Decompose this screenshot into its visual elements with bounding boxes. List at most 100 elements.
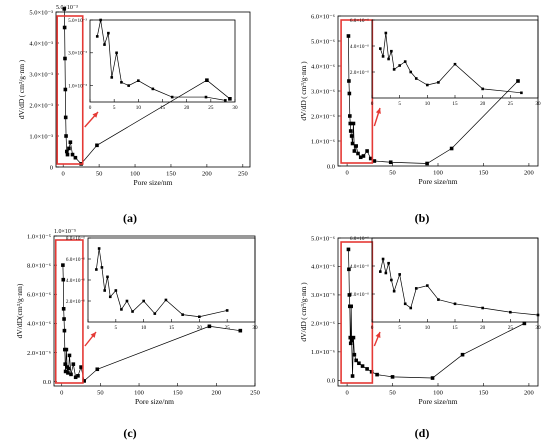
chart-panel-c: 0 50 100 150 200 2500.02.0×10⁻⁶4.0×10⁻⁶6.0×10… [15,229,260,440]
main-data-point [349,304,353,309]
main-xtick-label: 200 [211,390,221,397]
main-data-point [354,358,358,363]
inset-data-point [398,273,401,276]
inset-xtick-label: 20 [184,105,190,111]
main-data-point [346,247,351,252]
y-axis-title: dV/dD ( cm³/g·nm ) [17,59,26,119]
inset-frame [87,237,256,323]
inset-panel: 0 5 10 15 20 25 30 2.0×10⁻⁶ 4.0×10⁻⁶ 6.0×10⁻⁶ [350,18,541,107]
inset-xtick-label: 0 [89,105,92,111]
zoom-arrow-head [375,108,381,114]
inset-xtick-label: 0 [87,325,90,331]
inset-panel: 0 5 10 15 20 25 30 2.0×10⁻⁶ 4.0×10⁻⁶ 6.0×10⁻⁶ 8.0×… [66,236,258,331]
main-ytick-label: 6.0×10⁻⁶ [311,13,335,20]
main-series-line [62,265,241,382]
main-xtick-label: 0 [345,390,348,397]
inset-panel: 0 5 10 15 20 25 30 1.0×10⁻³ 3.0×10⁻³ 5.0×10⁻³ [68,18,238,111]
main-data-point [76,374,80,378]
zoom-arrow-head [90,332,96,338]
main-ytick-label: 5.0×10⁻⁶ [311,235,335,242]
inset-data-point [390,49,393,53]
y-axis-title: dV/dD(cm³/g·nm) [15,283,24,338]
main-ytick-label: 3.0×10⁻⁶ [311,88,335,95]
main-data-point [67,146,71,151]
main-data-point [61,277,66,282]
main-ytick-label: 4.0×10⁻⁶ [311,264,335,271]
main-xtick-label: 150 [479,170,489,177]
main-data-point [63,369,68,374]
main-data-point [356,151,360,156]
inset-xtick-label: 30 [232,105,238,111]
inset-series-line [379,32,522,94]
main-data-point [63,362,68,366]
inset-data-point [392,68,396,71]
main-ytick-label: 0.0 [43,379,51,386]
inset-data-point [153,312,157,315]
inset-data-point [414,287,418,290]
inset-xtick-label: 25 [208,105,214,111]
main-data-point [82,379,86,383]
main-data-point [360,364,365,368]
zoom-arrow-head [92,112,98,118]
inset-xtick-label: 0 [371,325,374,331]
inset-xtick-label: 25 [225,325,231,331]
main-xtick-label: 150 [173,390,183,397]
main-xtick-label: 100 [130,171,140,178]
zoom-highlight-box [56,15,84,165]
main-ytick-label: 0.0 [327,163,335,170]
inset-data-point [181,313,184,316]
main-ytick-label: 4.0×10⁻³ [29,40,53,47]
inset-data-point [95,35,99,38]
main-data-point [63,115,68,120]
inset-xtick-label: 0 [371,101,374,107]
main-data-point [346,34,351,38]
main-data-point [347,293,352,297]
main-data-point [449,146,454,151]
inset-data-point [426,83,429,87]
zoom-highlight-box [340,19,374,164]
main-series-line [348,35,519,164]
inset-data-point [426,284,429,287]
main-data-point [66,371,70,375]
main-data-point [365,367,369,371]
y-axis-title: dV/dD ( cm³/g·nm ) [299,282,308,342]
inset-data-point [137,79,140,82]
inset-ytick-label: 6.0×10⁻⁶ [350,236,369,242]
inset-series-line [379,258,539,316]
zoom-highlight-box [54,239,84,384]
main-data-point [350,141,355,146]
main-data-point [205,78,209,82]
main-xtick-label: 0 [62,171,65,178]
inset-ytick-label: 2.0×10⁻⁶ [66,299,85,305]
inset-frame [89,19,236,103]
inset-data-point [409,70,413,74]
main-xtick-label: 250 [250,390,260,397]
main-data-point [351,335,356,340]
inset-frame [371,237,539,323]
inset-data-point [481,87,484,91]
inset-data-point [170,95,174,99]
main-series-line [348,249,525,379]
main-ytick-label: 4.0×10⁻⁶ [311,63,335,70]
main-xtick-label: 100 [433,170,443,177]
inset-series-line [96,248,228,318]
main-data-point [66,366,71,371]
axis-exponent: 5.0×10⁻³ [56,5,78,11]
main-xtick-label: 100 [433,390,443,397]
inset-data-point [99,18,102,22]
main-ytick-label: 4.0×10⁻⁶ [27,321,51,328]
main-data-point [62,25,67,30]
main-data-point [354,144,358,148]
inset-data-point [120,81,123,84]
inset-data-point [403,60,407,63]
main-data-point [349,338,354,343]
zoom-arrow-head [375,332,381,338]
main-data-point [522,321,527,326]
main-data-point [73,155,78,160]
main-ytick-label: 2.0×10⁻⁶ [311,321,335,328]
main-data-point [352,352,357,357]
inset-data-point [224,99,227,102]
inset-data-point [381,257,385,261]
main-ytick-label: 3.0×10⁻³ [29,71,53,78]
inset-data-point [520,91,523,95]
